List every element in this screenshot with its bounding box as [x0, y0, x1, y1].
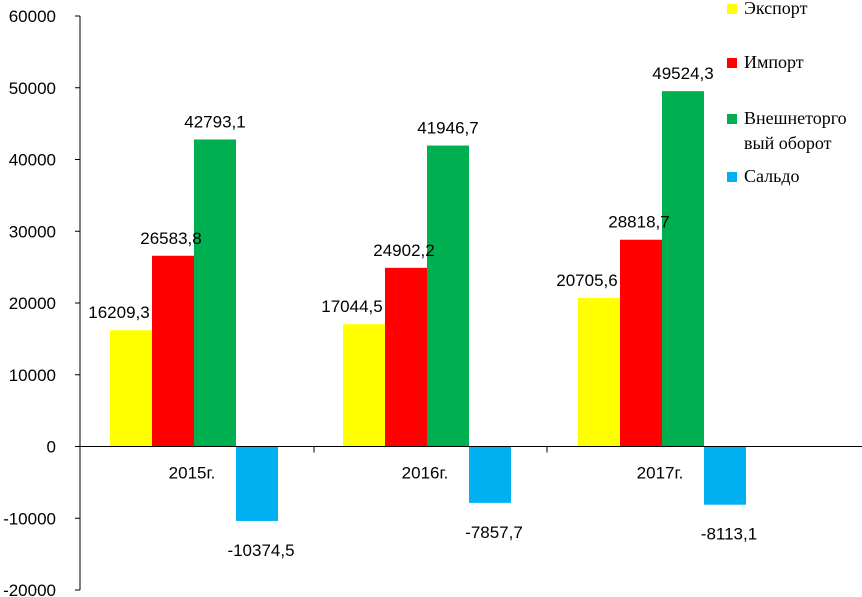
bar-export	[578, 297, 620, 447]
legend-swatch	[727, 4, 737, 14]
data-labels: 16209,3 26583,8 42793,1 -10374,5 17044,5 2490…	[88, 64, 757, 560]
y-tick-label: -20000	[3, 581, 56, 597]
data-label: 17044,5	[321, 297, 382, 316]
legend-label: Экспорт	[744, 0, 808, 18]
y-tick-label: -10000	[3, 509, 56, 528]
legend-item: Импорт	[727, 52, 804, 72]
data-label: 49524,3	[652, 64, 713, 83]
legend-swatch	[727, 114, 737, 124]
y-tick-label: 50000	[9, 79, 56, 98]
x-axis: 2015г. 2016г. 2017г.	[80, 446, 862, 483]
y-tick-label: 20000	[9, 294, 56, 313]
bar-export	[110, 330, 152, 447]
data-label: 26583,8	[140, 229, 201, 248]
bar-import	[152, 255, 194, 447]
data-label: -7857,7	[465, 523, 523, 542]
y-tick-label: 40000	[9, 151, 56, 170]
bar-balance	[704, 446, 746, 505]
bar-turnover	[194, 139, 236, 447]
data-label: 28818,7	[608, 213, 669, 232]
x-category-label: 2017г.	[637, 464, 684, 483]
legend: Экспорт Импорт Внешнеторго вый оборот Сальдо	[727, 0, 847, 186]
y-tick-label: 0	[47, 438, 56, 457]
data-label: -8113,1	[701, 525, 757, 544]
legend-item: Сальдо	[727, 166, 800, 186]
legend-item: Экспорт	[727, 0, 808, 18]
bar-balance	[236, 446, 278, 521]
data-label: 24902,2	[373, 241, 434, 260]
legend-swatch	[727, 58, 737, 68]
data-label: 16209,3	[88, 303, 149, 322]
legend-swatch	[727, 172, 737, 182]
legend-label: Импорт	[744, 52, 804, 72]
bar-export	[343, 324, 385, 447]
y-tick-label: 30000	[9, 222, 56, 241]
bar-turnover	[662, 91, 704, 447]
y-tick-label: 10000	[9, 366, 56, 385]
bars	[110, 91, 746, 521]
y-tick-label: 60000	[9, 7, 56, 26]
y-axis: 60000 50000 40000 30000 20000 10000 0 -10000 -20…	[3, 7, 81, 597]
x-category-label: 2015г.	[169, 464, 216, 483]
data-label: 42793,1	[184, 112, 245, 131]
bar-import	[620, 239, 662, 447]
legend-label-line: вый оборот	[744, 133, 832, 153]
legend-label-line: Внешнеторго	[744, 108, 847, 128]
bar-import	[385, 267, 427, 447]
data-label: -10374,5	[227, 541, 294, 560]
data-label: 20705,6	[556, 271, 617, 290]
bar-balance	[469, 446, 511, 503]
data-label: 41946,7	[417, 119, 478, 138]
legend-item: Внешнеторго вый оборот	[727, 108, 847, 153]
x-category-label: 2016г.	[402, 464, 449, 483]
legend-label: Сальдо	[744, 166, 800, 186]
bar-turnover	[427, 145, 469, 447]
